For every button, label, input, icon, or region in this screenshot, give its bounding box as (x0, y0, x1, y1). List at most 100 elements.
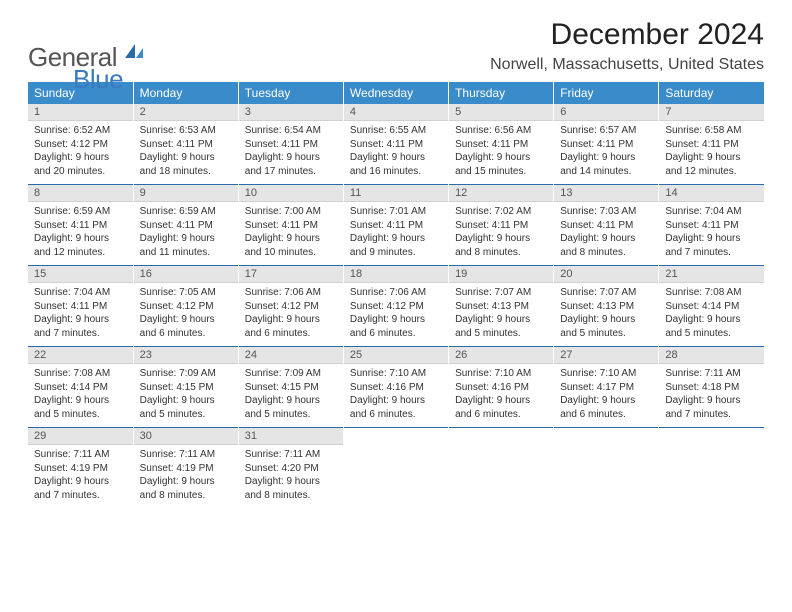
daylight-text: Daylight: 9 hours and 5 minutes. (140, 394, 232, 421)
day-body: Sunrise: 7:11 AMSunset: 4:19 PMDaylight:… (134, 445, 238, 508)
sunrise-text: Sunrise: 6:55 AM (350, 124, 442, 138)
day-number: 30 (134, 428, 238, 445)
day-number: 31 (239, 428, 343, 445)
daylight-text: Daylight: 9 hours and 8 minutes. (560, 232, 652, 259)
day-number: 17 (239, 266, 343, 283)
day-number: 12 (449, 185, 553, 202)
day-cell: 17Sunrise: 7:06 AMSunset: 4:12 PMDayligh… (238, 266, 343, 347)
day-body: Sunrise: 7:06 AMSunset: 4:12 PMDaylight:… (239, 283, 343, 346)
daylight-text: Daylight: 9 hours and 6 minutes. (455, 394, 547, 421)
daylight-text: Daylight: 9 hours and 7 minutes. (34, 475, 127, 502)
sunset-text: Sunset: 4:19 PM (34, 462, 127, 476)
day-cell: 20Sunrise: 7:07 AMSunset: 4:13 PMDayligh… (554, 266, 659, 347)
day-body: Sunrise: 7:03 AMSunset: 4:11 PMDaylight:… (554, 202, 658, 265)
sunset-text: Sunset: 4:12 PM (140, 300, 232, 314)
day-number: 27 (554, 347, 658, 364)
sunset-text: Sunset: 4:12 PM (245, 300, 337, 314)
sunrise-text: Sunrise: 6:59 AM (140, 205, 232, 219)
daylight-text: Daylight: 9 hours and 17 minutes. (245, 151, 337, 178)
sunset-text: Sunset: 4:11 PM (560, 219, 652, 233)
day-cell: 21 Sunrise: 7:08 AMSunset: 4:14 PMDayligh… (659, 266, 764, 347)
day-number: 10 (239, 185, 343, 202)
sunrise-text: Sunrise: 6:57 AM (560, 124, 652, 138)
sunrise-text: Sunrise: 7:08 AM (34, 367, 127, 381)
sunset-text: Sunset: 4:14 PM (34, 381, 127, 395)
day-cell: 2Sunrise: 6:53 AMSunset: 4:11 PMDaylight… (133, 104, 238, 185)
logo: General Blue (28, 18, 123, 73)
day-number: 1 (28, 104, 133, 121)
sunrise-text: Sunrise: 7:00 AM (245, 205, 337, 219)
daylight-text: Daylight: 9 hours and 8 minutes. (455, 232, 547, 259)
sunrise-text: Sunrise: 6:59 AM (34, 205, 127, 219)
sunset-text: Sunset: 4:11 PM (665, 219, 758, 233)
sunset-text: Sunset: 4:15 PM (140, 381, 232, 395)
day-body: Sunrise: 7:01 AMSunset: 4:11 PMDaylight:… (344, 202, 448, 265)
day-number: 21 (659, 266, 764, 283)
day-body: Sunrise: 7:09 AMSunset: 4:15 PMDaylight:… (239, 364, 343, 427)
daylight-text: Daylight: 9 hours and 5 minutes. (665, 313, 758, 340)
sunset-text: Sunset: 4:11 PM (455, 138, 547, 152)
day-cell (343, 428, 448, 508)
day-body: Sunrise: 6:57 AMSunset: 4:11 PMDaylight:… (554, 121, 658, 184)
day-number: 25 (344, 347, 448, 364)
sunrise-text: Sunrise: 7:10 AM (560, 367, 652, 381)
logo-word2: Blue (73, 64, 123, 95)
dayhead-tue: Tuesday (238, 82, 343, 104)
sunrise-text: Sunrise: 7:05 AM (140, 286, 232, 300)
day-body: Sunrise: 7:02 AMSunset: 4:11 PMDaylight:… (449, 202, 553, 265)
page-header: General Blue December 2024 Norwell, Mass… (28, 18, 764, 74)
dayhead-wed: Wednesday (343, 82, 448, 104)
title-block: December 2024 Norwell, Massachusetts, Un… (490, 18, 764, 74)
daylight-text: Daylight: 9 hours and 6 minutes. (350, 394, 442, 421)
day-number: 20 (554, 266, 658, 283)
daylight-text: Daylight: 9 hours and 20 minutes. (34, 151, 127, 178)
week-row: 1Sunrise: 6:52 AMSunset: 4:12 PMDaylight… (28, 104, 764, 185)
day-cell (554, 428, 659, 508)
sunrise-text: Sunrise: 7:03 AM (560, 205, 652, 219)
sunrise-text: Sunrise: 7:06 AM (245, 286, 337, 300)
sunrise-text: Sunrise: 7:11 AM (34, 448, 127, 462)
sunset-text: Sunset: 4:18 PM (665, 381, 758, 395)
sunrise-text: Sunrise: 7:08 AM (665, 286, 758, 300)
day-body: Sunrise: 7:07 AMSunset: 4:13 PMDaylight:… (449, 283, 553, 346)
location-text: Norwell, Massachusetts, United States (490, 56, 764, 74)
day-cell: 31Sunrise: 7:11 AMSunset: 4:20 PMDayligh… (238, 428, 343, 508)
sunset-text: Sunset: 4:17 PM (560, 381, 652, 395)
day-body: Sunrise: 7:10 AMSunset: 4:16 PMDaylight:… (449, 364, 553, 427)
day-number: 28 (659, 347, 764, 364)
sail-icon (123, 42, 145, 65)
day-cell: 28Sunrise: 7:11 AMSunset: 4:18 PMDayligh… (659, 347, 764, 428)
day-number: 16 (134, 266, 238, 283)
sunset-text: Sunset: 4:11 PM (350, 138, 442, 152)
day-body: Sunrise: 7:10 AMSunset: 4:16 PMDaylight:… (344, 364, 448, 427)
day-cell: 1Sunrise: 6:52 AMSunset: 4:12 PMDaylight… (28, 104, 133, 185)
sunrise-text: Sunrise: 7:11 AM (245, 448, 337, 462)
day-cell: 24Sunrise: 7:09 AMSunset: 4:15 PMDayligh… (238, 347, 343, 428)
sunset-text: Sunset: 4:14 PM (665, 300, 758, 314)
daylight-text: Daylight: 9 hours and 6 minutes. (350, 313, 442, 340)
day-cell: 6Sunrise: 6:57 AMSunset: 4:11 PMDaylight… (554, 104, 659, 185)
sunrise-text: Sunrise: 6:54 AM (245, 124, 337, 138)
day-body: Sunrise: 7:11 AMSunset: 4:19 PMDaylight:… (28, 445, 133, 508)
day-body: Sunrise: 6:54 AMSunset: 4:11 PMDaylight:… (239, 121, 343, 184)
day-cell: 29Sunrise: 7:11 AMSunset: 4:19 PMDayligh… (28, 428, 133, 508)
day-cell (659, 428, 764, 508)
sunrise-text: Sunrise: 6:56 AM (455, 124, 547, 138)
daylight-text: Daylight: 9 hours and 5 minutes. (560, 313, 652, 340)
day-cell: 30Sunrise: 7:11 AMSunset: 4:19 PMDayligh… (133, 428, 238, 508)
daylight-text: Daylight: 9 hours and 5 minutes. (245, 394, 337, 421)
calendar-table: Sunday Monday Tuesday Wednesday Thursday… (28, 82, 764, 508)
sunrise-text: Sunrise: 7:06 AM (350, 286, 442, 300)
day-number: 5 (449, 104, 553, 121)
day-cell: 7Sunrise: 6:58 AMSunset: 4:11 PMDaylight… (659, 104, 764, 185)
daylight-text: Daylight: 9 hours and 8 minutes. (245, 475, 337, 502)
day-number: 22 (28, 347, 133, 364)
sunset-text: Sunset: 4:11 PM (34, 219, 127, 233)
day-body: Sunrise: 7:07 AMSunset: 4:13 PMDaylight:… (554, 283, 658, 346)
sunrise-text: Sunrise: 7:04 AM (34, 286, 127, 300)
page-title: December 2024 (490, 18, 764, 52)
day-body: Sunrise: 6:59 AMSunset: 4:11 PMDaylight:… (134, 202, 238, 265)
day-cell: 15Sunrise: 7:04 AMSunset: 4:11 PMDayligh… (28, 266, 133, 347)
day-body: Sunrise: 6:56 AMSunset: 4:11 PMDaylight:… (449, 121, 553, 184)
day-number: 7 (659, 104, 764, 121)
